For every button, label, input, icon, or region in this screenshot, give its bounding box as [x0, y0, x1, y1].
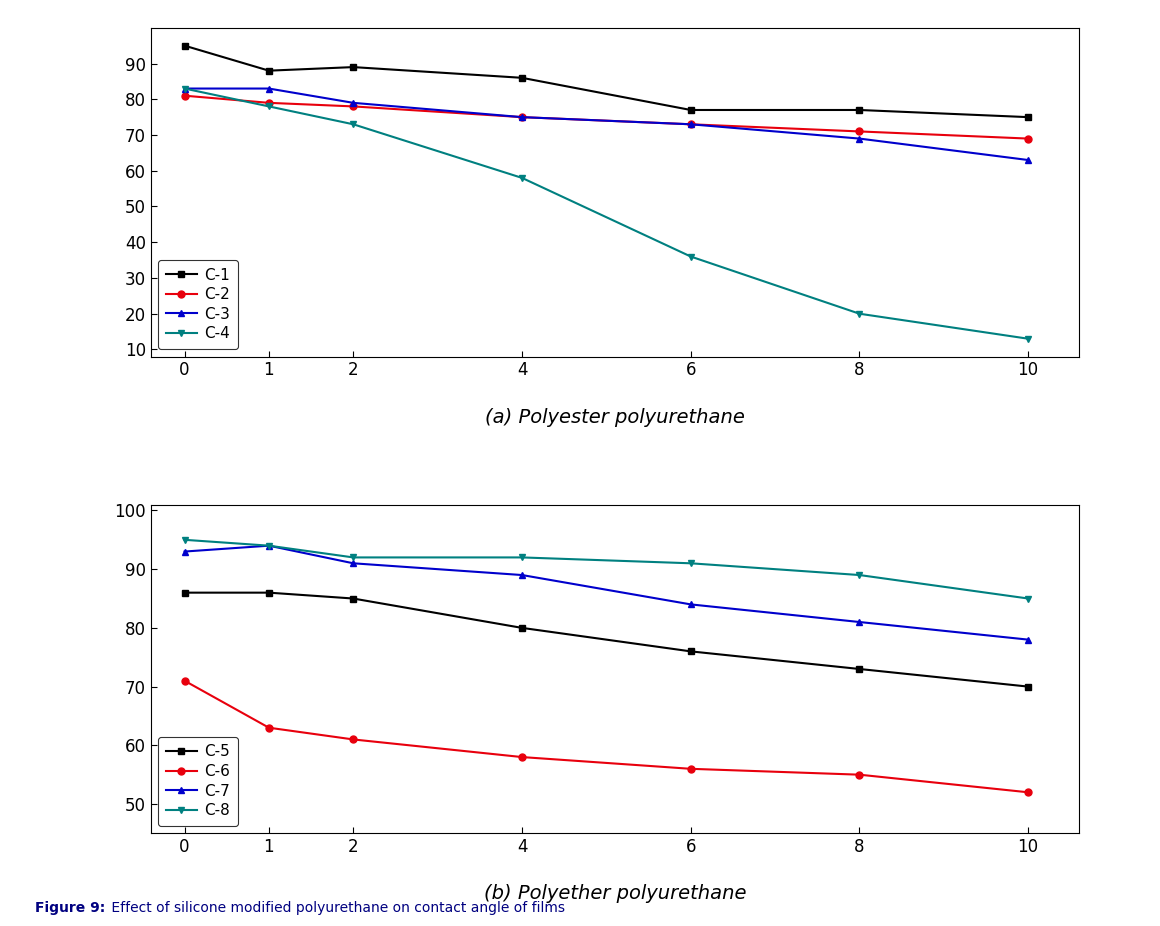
C-4 — [262, 101, 276, 112]
C-3 — [347, 97, 361, 108]
C-3 — [262, 83, 276, 94]
C-5 — [347, 593, 361, 604]
C-8 — [683, 557, 697, 569]
C-2 — [515, 111, 529, 122]
C-3 — [853, 133, 867, 144]
C-6 — [683, 763, 697, 774]
Line: C-7: C-7 — [181, 543, 1031, 643]
C-4 — [177, 83, 191, 94]
C-1 — [853, 105, 867, 116]
C-3 — [1021, 155, 1035, 166]
C-2 — [683, 119, 697, 130]
C-5 — [853, 663, 867, 674]
C-6 — [347, 734, 361, 745]
Line: C-1: C-1 — [181, 43, 1031, 120]
C-6 — [1021, 787, 1035, 798]
Text: (a) Polyester polyurethane: (a) Polyester polyurethane — [485, 407, 745, 427]
C-3 — [683, 119, 697, 130]
C-5 — [515, 622, 529, 633]
C-3 — [515, 111, 529, 122]
Text: Effect of silicone modified polyurethane on contact angle of films: Effect of silicone modified polyurethane… — [107, 901, 565, 915]
C-3 — [177, 83, 191, 94]
C-8 — [262, 540, 276, 551]
C-5 — [683, 645, 697, 657]
C-1 — [683, 105, 697, 116]
C-6 — [515, 752, 529, 763]
C-7 — [853, 617, 867, 628]
Line: C-3: C-3 — [181, 85, 1031, 164]
C-7 — [177, 546, 191, 557]
C-1 — [262, 65, 276, 76]
C-2 — [347, 101, 361, 112]
C-4 — [683, 251, 697, 262]
Line: C-5: C-5 — [181, 589, 1031, 690]
C-1 — [515, 72, 529, 83]
C-7 — [262, 540, 276, 551]
C-4 — [1021, 333, 1035, 344]
C-2 — [177, 90, 191, 101]
C-8 — [515, 552, 529, 563]
C-5 — [262, 587, 276, 598]
Line: C-6: C-6 — [181, 677, 1031, 795]
C-7 — [683, 599, 697, 610]
C-4 — [853, 308, 867, 319]
C-4 — [347, 119, 361, 130]
Line: C-8: C-8 — [181, 536, 1031, 602]
Line: C-2: C-2 — [181, 93, 1031, 142]
C-6 — [853, 770, 867, 781]
Text: Figure 9:: Figure 9: — [35, 901, 106, 915]
C-7 — [515, 569, 529, 581]
C-8 — [853, 569, 867, 581]
C-4 — [515, 172, 529, 183]
C-8 — [1021, 593, 1035, 604]
C-2 — [853, 126, 867, 137]
Line: C-4: C-4 — [181, 85, 1031, 343]
C-2 — [1021, 133, 1035, 144]
C-8 — [177, 534, 191, 545]
C-1 — [177, 40, 191, 51]
Legend: C-5, C-6, C-7, C-8: C-5, C-6, C-7, C-8 — [159, 737, 238, 826]
C-7 — [347, 557, 361, 569]
C-5 — [1021, 681, 1035, 692]
Legend: C-1, C-2, C-3, C-4: C-1, C-2, C-3, C-4 — [159, 260, 238, 349]
C-7 — [1021, 634, 1035, 645]
C-6 — [177, 675, 191, 686]
C-1 — [1021, 111, 1035, 122]
C-1 — [347, 61, 361, 72]
C-2 — [262, 97, 276, 108]
Text: (b) Polyether polyurethane: (b) Polyether polyurethane — [484, 884, 746, 904]
C-5 — [177, 587, 191, 598]
C-6 — [262, 722, 276, 733]
C-8 — [347, 552, 361, 563]
